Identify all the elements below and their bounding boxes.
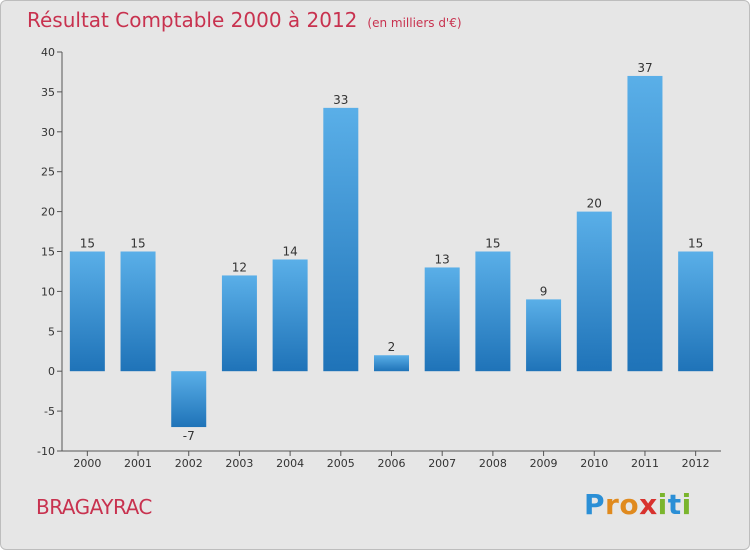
- y-tick-label: 5: [48, 325, 55, 338]
- logo-letter: r: [605, 488, 620, 521]
- data-label-2009: 9: [540, 284, 548, 298]
- logo-letter: i: [657, 488, 668, 521]
- logo-letter: t: [667, 488, 682, 521]
- data-label-2008: 15: [485, 237, 500, 251]
- x-tick-label: 2001: [124, 457, 152, 470]
- x-tick-label: 2006: [378, 457, 406, 470]
- y-tick-label: 15: [41, 246, 55, 259]
- data-label-2002: -7: [183, 429, 195, 443]
- x-tick-label: 2000: [73, 457, 101, 470]
- bar-2006[interactable]: [374, 355, 409, 372]
- logo-letter: i: [681, 488, 692, 521]
- x-tick-label: 2009: [530, 457, 558, 470]
- y-tick-label: 20: [41, 206, 55, 219]
- logo-letter: P: [584, 488, 606, 521]
- x-tick-label: 2003: [225, 457, 253, 470]
- data-label-2004: 14: [282, 244, 297, 258]
- data-label-2011: 37: [637, 61, 652, 75]
- x-tick-label: 2002: [175, 457, 203, 470]
- data-label-2006: 2: [388, 340, 396, 354]
- logo-letter: x: [639, 488, 658, 521]
- bar-2001[interactable]: [120, 251, 156, 372]
- y-tick-label: 10: [41, 285, 55, 298]
- data-label-2010: 20: [587, 197, 602, 211]
- data-label-2000: 15: [80, 237, 95, 251]
- bar-2007[interactable]: [424, 267, 460, 372]
- x-tick-label: 2010: [580, 457, 608, 470]
- proxiti-logo[interactable]: Proxiti: [584, 488, 692, 521]
- chart-labels: 2000 15 2001 15 2002 -7 2003 12 2004 14 2005 33 2006…: [73, 61, 709, 470]
- x-tick-label: 2012: [682, 457, 710, 470]
- chart-axes: -10 -5 0 5 10 15 20 25 30 35 40: [37, 46, 721, 458]
- data-label-2001: 15: [130, 237, 145, 251]
- bar-2010[interactable]: [576, 211, 612, 372]
- bar-2004[interactable]: [272, 259, 308, 372]
- y-tick-label: 0: [48, 365, 55, 378]
- chart-subtitle: (en milliers d'€): [367, 16, 462, 30]
- y-tick-label: -10: [37, 445, 55, 458]
- chart-title: Résultat Comptable 2000 à 2012: [27, 8, 358, 32]
- bar-2012[interactable]: [678, 251, 714, 372]
- bar-2008[interactable]: [475, 251, 511, 372]
- chart-bars: [69, 75, 714, 428]
- y-tick-label: 30: [41, 126, 55, 139]
- x-tick-label: 2005: [327, 457, 355, 470]
- data-label-2012: 15: [688, 237, 703, 251]
- data-label-2003: 12: [232, 260, 247, 274]
- bar-2011[interactable]: [627, 75, 663, 372]
- x-tick-label: 2004: [276, 457, 304, 470]
- data-label-2007: 13: [435, 252, 450, 266]
- data-label-2005: 33: [333, 93, 348, 107]
- y-tick-label: 35: [41, 86, 55, 99]
- logo-letter: o: [619, 488, 640, 521]
- y-tick-label: 25: [41, 166, 55, 179]
- x-tick-label: 2011: [631, 457, 659, 470]
- y-tick-label: -5: [44, 405, 55, 418]
- title-block: Résultat Comptable 2000 à 2012 (en millie…: [27, 8, 462, 32]
- y-tick-label: 40: [41, 46, 55, 59]
- bar-2009[interactable]: [526, 299, 562, 372]
- bar-2000[interactable]: [69, 251, 105, 372]
- x-tick-label: 2008: [479, 457, 507, 470]
- bar-2002[interactable]: [171, 371, 207, 428]
- town-name: BRAGAYRAC: [36, 495, 152, 519]
- bar-2003[interactable]: [221, 275, 257, 372]
- bar-2005[interactable]: [323, 107, 359, 372]
- x-tick-label: 2007: [428, 457, 456, 470]
